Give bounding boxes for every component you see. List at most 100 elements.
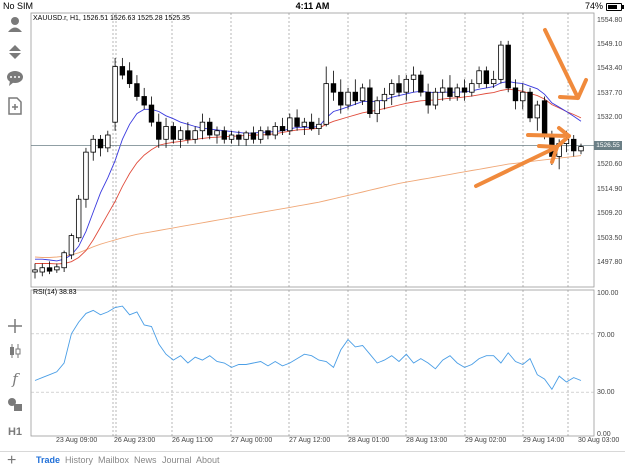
bear-candle bbox=[308, 121, 315, 129]
time-tick-label: 27 Aug 12:00 bbox=[289, 437, 331, 444]
bear-candle bbox=[330, 83, 337, 93]
bear-candle bbox=[265, 130, 271, 136]
price-tick-label: 1520.60 bbox=[597, 161, 623, 168]
tab-trade[interactable]: Trade bbox=[36, 455, 61, 465]
rsi-tick-label: 30.00 bbox=[597, 389, 615, 396]
ma-slow-line bbox=[35, 88, 582, 265]
bull-candle bbox=[199, 121, 206, 132]
bull-candle bbox=[301, 121, 308, 127]
time-tick-label: 28 Aug 13:00 bbox=[406, 437, 448, 444]
bull-candle bbox=[32, 269, 38, 273]
bull-candle bbox=[228, 134, 235, 140]
time-tick-label: 30 Aug 03:00 bbox=[578, 437, 620, 444]
bear-candle bbox=[119, 66, 126, 76]
bull-candle bbox=[454, 87, 460, 97]
bull-candle bbox=[61, 252, 67, 269]
bull-candle bbox=[323, 83, 329, 125]
bear-candle bbox=[156, 121, 162, 140]
bull-candle bbox=[105, 134, 111, 149]
bull-candle bbox=[359, 87, 366, 102]
bear-candle bbox=[250, 132, 257, 140]
bull-candle bbox=[272, 126, 278, 136]
crosshair-icon[interactable] bbox=[5, 317, 25, 337]
tab-journal[interactable]: Journal bbox=[162, 455, 192, 465]
price-tick-label: 1554.80 bbox=[597, 17, 623, 24]
bull-candle bbox=[476, 70, 482, 85]
objects-icon[interactable] bbox=[5, 395, 25, 415]
bear-candle bbox=[571, 138, 577, 152]
time-tick-label: 26 Aug 23:00 bbox=[114, 437, 156, 444]
bottom-tab-bar: + Trade History Mailbox News Journal Abo… bbox=[0, 451, 625, 470]
bear-candle bbox=[97, 138, 104, 149]
bull-candle bbox=[410, 74, 417, 80]
time-tick-label: 26 Aug 11:00 bbox=[172, 437, 213, 444]
bear-candle bbox=[170, 126, 177, 140]
price-tick-label: 1532.00 bbox=[597, 114, 623, 121]
battery-percent: 74% bbox=[584, 1, 603, 11]
status-bar: No SIM 4:11 AM 74% bbox=[0, 0, 625, 12]
bull-candle bbox=[498, 44, 504, 80]
tab-news[interactable]: News bbox=[134, 455, 157, 465]
candlestick-type-icon[interactable] bbox=[5, 342, 25, 362]
bear-candle bbox=[294, 117, 300, 127]
bear-candle bbox=[185, 130, 191, 140]
annotation-arrow bbox=[526, 126, 571, 147]
price-tick-label: 1549.10 bbox=[597, 41, 623, 48]
bull-candle bbox=[75, 198, 82, 239]
new-document-icon[interactable] bbox=[5, 97, 25, 117]
status-time: 4:11 AM bbox=[295, 1, 330, 11]
tab-history[interactable]: History bbox=[65, 455, 94, 465]
bear-candle bbox=[148, 104, 155, 123]
bull-candle bbox=[490, 78, 497, 85]
chat-icon[interactable] bbox=[5, 69, 25, 89]
ma-fast-line bbox=[35, 81, 582, 262]
main-pane-frame bbox=[30, 12, 595, 288]
bull-candle bbox=[469, 83, 475, 93]
tab-about[interactable]: About bbox=[196, 455, 220, 465]
time-tick-label: 28 Aug 01:00 bbox=[348, 437, 390, 444]
current-price-badge: 1526.55 bbox=[594, 141, 622, 150]
time-tick-label: 29 Aug 14:00 bbox=[523, 437, 565, 444]
bull-candle bbox=[68, 235, 75, 256]
time-tick-label: 27 Aug 00:00 bbox=[231, 437, 273, 444]
bear-candle bbox=[447, 87, 453, 97]
bear-candle bbox=[46, 267, 53, 272]
carrier-label: No SIM bbox=[3, 1, 34, 11]
price-tick-label: 1509.20 bbox=[597, 210, 623, 217]
rsi-pane-frame bbox=[30, 289, 595, 437]
bear-candle bbox=[512, 87, 519, 102]
trade-arrows-icon[interactable] bbox=[5, 43, 25, 63]
account-icon[interactable] bbox=[5, 15, 25, 35]
rsi-tick-label: 100.00 bbox=[597, 290, 619, 297]
rsi-line bbox=[34, 305, 582, 391]
price-tick-label: 1543.40 bbox=[597, 65, 623, 72]
bull-candle bbox=[257, 130, 264, 140]
tab-mailbox[interactable]: Mailbox bbox=[98, 455, 130, 465]
bull-candle bbox=[163, 126, 169, 140]
bull-candle bbox=[520, 91, 526, 102]
bull-candle bbox=[316, 123, 322, 129]
ma-long-line bbox=[34, 155, 582, 258]
bull-candle bbox=[243, 132, 249, 140]
indicators-icon[interactable]: f bbox=[12, 370, 18, 388]
add-icon[interactable]: + bbox=[7, 452, 17, 469]
timeframe-icon[interactable]: H1 bbox=[7, 426, 23, 438]
bear-candle bbox=[126, 70, 133, 85]
bull-candle bbox=[54, 266, 60, 271]
bear-candle bbox=[461, 87, 468, 93]
time-tick-label: 29 Aug 02:00 bbox=[465, 437, 507, 444]
bear-candle bbox=[483, 70, 490, 85]
bull-candle bbox=[177, 130, 184, 140]
bear-candle bbox=[352, 91, 359, 102]
bull-candle bbox=[39, 267, 45, 273]
bear-candle bbox=[418, 74, 424, 93]
bull-candle bbox=[374, 100, 380, 115]
symbol-ohlc-header: XAUUSD.r, H1, 1526.51 1526.63 1525.28 15… bbox=[33, 15, 190, 22]
bull-candle bbox=[578, 146, 584, 152]
left-toolbar: f H1 bbox=[0, 12, 30, 453]
bull-candle bbox=[381, 93, 388, 102]
bear-candle bbox=[338, 91, 344, 106]
bear-candle bbox=[141, 96, 147, 106]
bull-candle bbox=[389, 83, 395, 95]
